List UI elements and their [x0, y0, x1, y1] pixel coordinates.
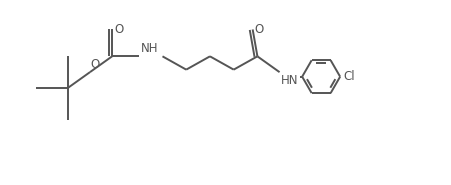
Text: O: O — [114, 23, 123, 36]
Text: O: O — [254, 23, 263, 36]
Text: O: O — [91, 58, 100, 71]
Text: NH: NH — [141, 42, 158, 55]
Text: Cl: Cl — [343, 70, 354, 83]
Text: HN: HN — [280, 74, 297, 88]
